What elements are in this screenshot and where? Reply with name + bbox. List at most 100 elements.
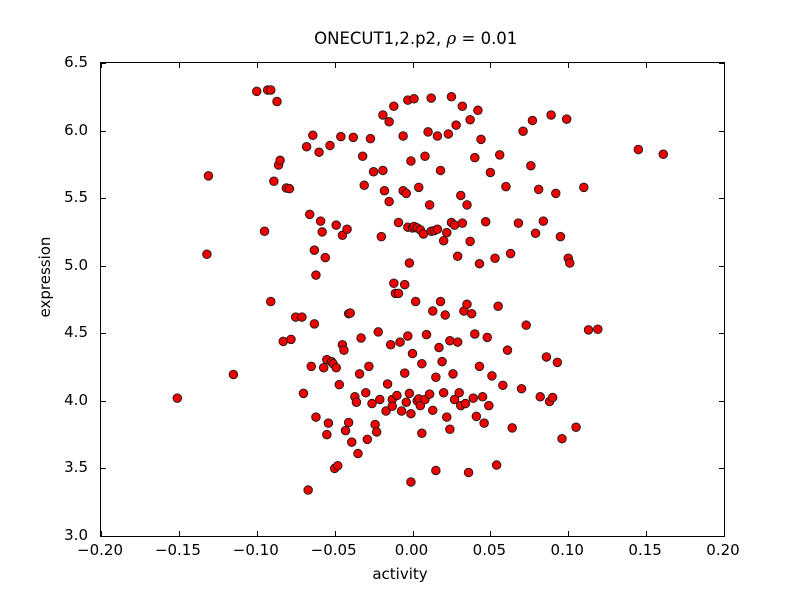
scatter-point [474,361,485,372]
x-tick-mark [646,531,648,536]
scatter-point [485,167,496,178]
scatter-point [343,417,354,428]
scatter-point [476,134,486,145]
scatter-point [480,217,491,227]
x-tick-mark [490,531,492,536]
scatter-point [286,334,296,345]
y-axis-label: expression [36,236,54,318]
scatter-point [311,412,321,422]
y-tick-mark [719,333,724,335]
scatter-point [203,171,214,181]
scatter-point [378,110,388,120]
scatter-point [401,188,412,199]
scatter-point [278,336,288,347]
scatter-point [437,356,447,367]
scatter-point [406,156,416,166]
scatter-point [385,340,396,350]
scatter-point [501,181,511,192]
scatter-point [398,131,408,141]
scatter-point [435,296,446,307]
scatter-point [487,371,497,381]
scatter-point [354,369,365,379]
scatter-point [401,397,412,407]
scatter-point [491,460,502,470]
scatter-point [431,372,441,382]
scatter-point [546,110,556,120]
scatter-point [482,332,493,343]
y-tick-mark [719,400,724,402]
scatter-point [432,224,443,234]
x-tick-mark [568,63,570,68]
scatter-point [571,422,581,432]
scatter-point [561,114,572,124]
scatter-point [428,306,438,316]
x-tick-mark [334,531,336,536]
x-tick-label: 0.15 [628,541,662,559]
scatter-point [301,142,312,152]
y-tick-label: 6.5 [64,53,88,71]
scatter-point [446,92,457,102]
scatter-point [393,288,404,299]
scatter-point [284,183,295,194]
scatter-point [658,149,669,159]
scatter-point [456,190,466,201]
scatter-point [351,397,362,407]
scatter-point [479,418,489,428]
scatter-point [359,180,369,191]
scatter-point [526,160,536,171]
scatter-point [275,155,285,166]
scatter-point [462,299,472,309]
scatter-point [457,218,468,228]
x-tick-mark [334,63,336,68]
x-tick-mark [178,531,180,536]
x-tick-mark [101,63,102,68]
scatter-point [442,227,452,238]
scatter-point [443,129,454,139]
y-tick-mark [719,198,724,200]
scatter-point [454,388,464,398]
scatter-point [404,258,415,268]
scatter-point [368,167,379,177]
scatter-point [465,115,475,125]
x-tick-label: −0.05 [310,541,357,559]
scatter-point [551,188,561,199]
scatter-point [418,229,429,239]
scatter-point [452,251,463,261]
y-tick-mark [101,536,106,537]
x-tick-mark [568,531,570,536]
scatter-point [442,412,452,422]
scatter-point [494,150,505,160]
scatter-points-layer [172,85,669,495]
scatter-point [387,401,398,412]
scatter-point [345,308,355,318]
x-tick-label: −0.15 [154,541,201,559]
scatter-point [557,433,567,444]
scatter-point [424,389,435,399]
scatter-point [399,279,410,290]
scatter-point [507,423,517,433]
x-tick-mark [490,63,492,68]
scatter-point [498,380,508,391]
scatter-point [392,390,402,401]
scatter-point [423,127,433,137]
y-tick-mark [719,130,724,132]
scatter-point [435,165,446,176]
scatter-point [477,392,488,402]
scatter-point [357,151,368,161]
scatter-point [379,185,390,196]
x-tick-mark [256,531,258,536]
scatter-point [417,428,427,439]
x-tick-mark [412,63,414,68]
scatter-point [465,236,475,247]
scatter-point [505,248,516,259]
scatter-point [565,258,575,268]
scatter-point [468,393,478,403]
scatter-point [424,200,435,210]
x-tick-label: 0.20 [706,541,740,559]
x-tick-mark [178,63,180,68]
scatter-point [347,437,357,447]
scatter-point [473,105,483,116]
x-tick-label: −0.10 [232,541,279,559]
scatter-point [413,182,424,193]
scatter-point [381,406,391,416]
